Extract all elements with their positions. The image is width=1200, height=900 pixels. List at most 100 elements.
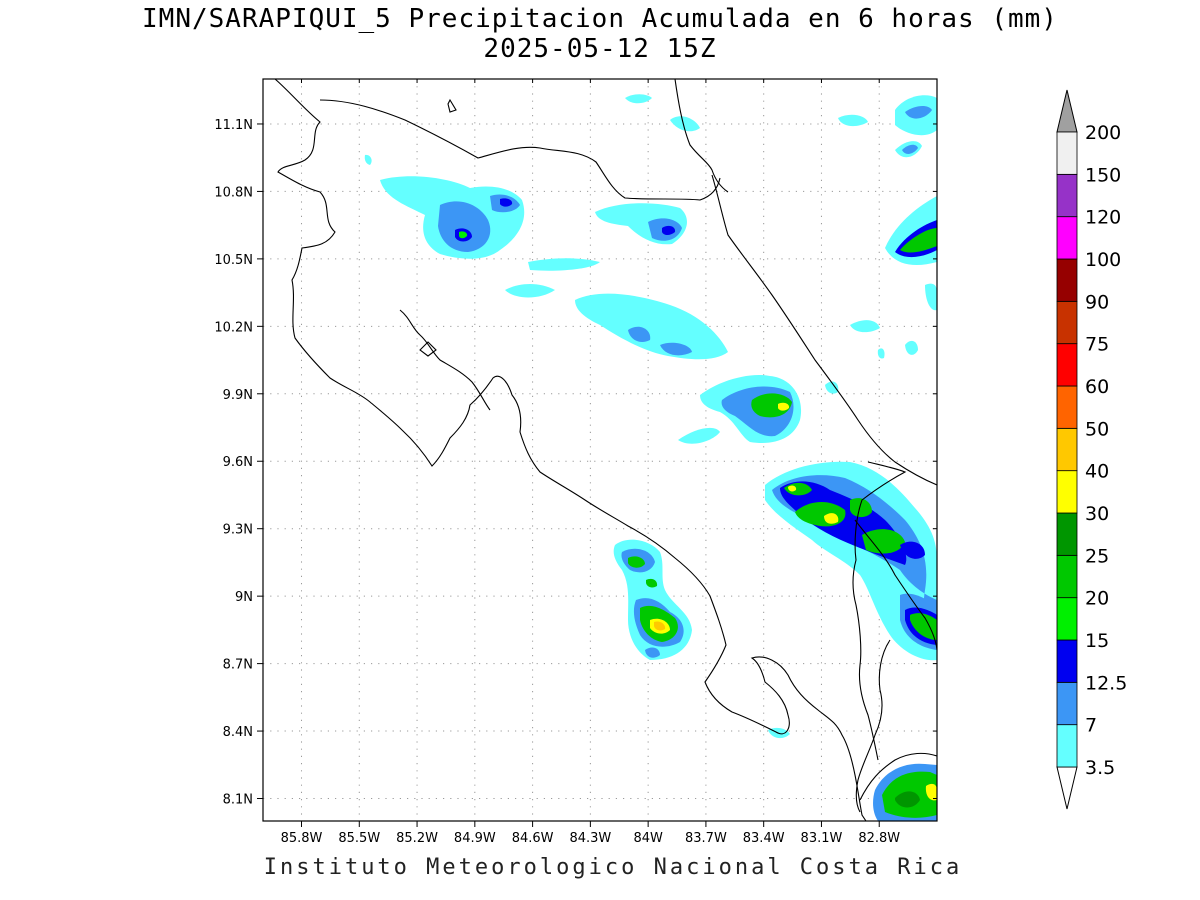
x-tick-label: 83.4W: [743, 831, 785, 846]
precip-area: [438, 201, 491, 252]
colorbar-label: 3.5: [1085, 757, 1115, 779]
colorbar-label: 30: [1085, 503, 1109, 525]
y-tick-label: 9.9N: [223, 388, 253, 403]
precip-area: [925, 783, 937, 801]
y-tick-label: 9.6N: [223, 455, 253, 470]
colorbar-swatch: [1056, 681, 1078, 726]
colorbar-swatch: [1056, 427, 1078, 472]
precip-area: [824, 513, 839, 524]
x-tick-label: 85.5W: [338, 831, 380, 846]
x-tick-label: 85.2W: [396, 831, 438, 846]
precip-area: [500, 198, 513, 207]
axis-ticks: 85.8W 85.5W 85.2W 84.9W 84.6W 84.3W 84W 83.7W 83…: [214, 79, 937, 846]
precip-area: [905, 106, 932, 119]
map-subtitle-datetime: 2025-05-12 15Z: [483, 34, 717, 64]
colorbar-swatch: [1056, 258, 1078, 302]
plot-frame: [262, 78, 938, 822]
precip-area: [645, 647, 660, 658]
x-tick-label: 82.8W: [858, 831, 900, 846]
precip-area: [905, 340, 918, 355]
border: [852, 461, 907, 761]
precip-area: [528, 258, 600, 271]
x-tick-label: 83.1W: [801, 831, 843, 846]
colorbar-bottom-arrow: [1056, 766, 1078, 810]
colorbar-swatch: [1056, 300, 1078, 345]
precip-area: [670, 116, 700, 132]
precip-area: [660, 342, 692, 356]
colorbar-swatch: [1056, 597, 1078, 641]
island-outline: [419, 341, 437, 357]
precip-area: [505, 284, 555, 298]
y-tick-label: 10.8N: [214, 185, 253, 200]
precip-area: [662, 225, 676, 235]
colorbar-swatch: [1056, 173, 1078, 218]
precip-area: [575, 293, 728, 360]
y-tick-label: 8.1N: [223, 793, 253, 808]
y-tick-label: 8.7N: [223, 658, 253, 673]
x-tick-label: 84.3W: [569, 831, 611, 846]
precip-area: [825, 381, 839, 394]
precip-area: [646, 578, 658, 588]
y-tick-label: 10.5N: [214, 253, 253, 268]
colorbar-swatch: [1056, 554, 1078, 599]
precip-area: [751, 393, 792, 418]
x-tick-label: 83.7W: [685, 831, 727, 846]
coastline: [859, 752, 937, 801]
island-outline: [447, 98, 457, 113]
colorbar-swatch: [1056, 512, 1078, 556]
colorbar-label: 50: [1085, 418, 1109, 440]
colorbar-swatch: [1056, 639, 1078, 683]
x-tick-label: 84.9W: [454, 831, 496, 846]
y-tick-label: 9.3N: [223, 523, 253, 538]
map-grid: [263, 79, 937, 821]
footer-credit: Instituto Meteorologico Nacional Costa R…: [263, 855, 963, 880]
colorbar: 3.5 7 12.5 15 20 25 30 40 50 60 75 90 100 120 150 200: [1056, 89, 1127, 810]
precip-area: [654, 621, 666, 631]
coastlines-and-borders: [274, 79, 937, 821]
border: [319, 99, 721, 201]
colorbar-swatch: [1056, 131, 1078, 175]
precip-area: [364, 154, 372, 165]
coastline: [674, 79, 729, 193]
precip-area: [678, 427, 720, 444]
precip-area: [925, 283, 937, 311]
y-tick-label: 10.2N: [214, 320, 253, 335]
precip-area: [900, 541, 925, 559]
precip-area: [900, 228, 937, 253]
map-title: IMN/SARAPIQUI_5 Precipitacion Acumulada …: [142, 4, 1058, 34]
coastline: [274, 79, 867, 821]
precip-area: [877, 348, 885, 359]
precip-area: [838, 114, 868, 127]
precip-area: [910, 613, 937, 640]
colorbar-label: 60: [1085, 376, 1109, 398]
colorbar-swatch: [1056, 385, 1078, 429]
precip-area: [459, 231, 468, 239]
y-tick-label: 8.4N: [223, 725, 253, 740]
colorbar-swatch: [1056, 470, 1078, 514]
coastline: [854, 519, 937, 651]
colorbar-label: 75: [1085, 334, 1109, 356]
colorbar-swatch: [1056, 216, 1078, 260]
colorbar-top-arrow: [1056, 89, 1078, 133]
x-tick-label: 85.8W: [281, 831, 323, 846]
precip-area: [788, 485, 797, 492]
colorbar-label: 150: [1085, 164, 1121, 186]
y-tick-label: 11.1N: [214, 118, 253, 133]
colorbar-label: 25: [1085, 545, 1109, 567]
coastline: [399, 309, 491, 411]
colorbar-label: 120: [1085, 207, 1121, 229]
precip-area: [628, 326, 651, 342]
coastline: [711, 174, 937, 486]
colorbar-label: 7: [1085, 715, 1097, 737]
colorbar-label: 90: [1085, 291, 1109, 313]
colorbar-label: 40: [1085, 461, 1109, 483]
coastline: [855, 639, 891, 813]
colorbar-swatch: [1056, 343, 1078, 387]
x-tick-label: 84.6W: [512, 831, 554, 846]
precip-area: [862, 529, 905, 554]
colorbar-label: 12.5: [1085, 672, 1127, 694]
colorbar-label: 200: [1085, 122, 1121, 144]
x-tick-label: 84W: [633, 831, 663, 846]
y-tick-label: 9N: [235, 590, 253, 605]
precip-area: [778, 402, 790, 411]
